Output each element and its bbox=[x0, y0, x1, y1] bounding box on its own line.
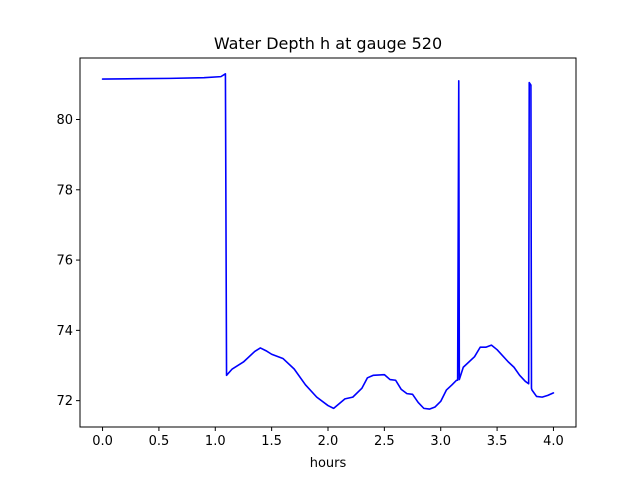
chart-title: Water Depth h at gauge 520 bbox=[214, 34, 442, 53]
x-tick-label: 2.5 bbox=[374, 434, 395, 449]
x-tick-label: 3.5 bbox=[487, 434, 508, 449]
y-tick-label: 76 bbox=[56, 254, 73, 269]
x-tick-label: 3.0 bbox=[430, 434, 451, 449]
x-tick-label: 0.5 bbox=[149, 434, 170, 449]
x-tick-label: 1.0 bbox=[205, 434, 226, 449]
x-tick-label: 1.5 bbox=[261, 434, 282, 449]
x-axis-ticks: 0.0 0.5 1.0 1.5 2.0 2.5 3.0 3.5 4.0 bbox=[92, 427, 564, 449]
y-tick-label: 80 bbox=[56, 113, 73, 128]
series-line-0 bbox=[101, 73, 555, 410]
y-tick-label: 74 bbox=[56, 324, 73, 339]
y-tick-label: 72 bbox=[56, 394, 73, 409]
x-tick-label: 4.0 bbox=[543, 434, 564, 449]
x-axis-label: hours bbox=[310, 456, 347, 471]
y-tick-label: 78 bbox=[56, 183, 73, 198]
x-tick-label: 2.0 bbox=[318, 434, 339, 449]
y-axis-ticks: 72 74 76 78 80 bbox=[56, 113, 80, 409]
x-tick-label: 0.0 bbox=[92, 434, 113, 449]
